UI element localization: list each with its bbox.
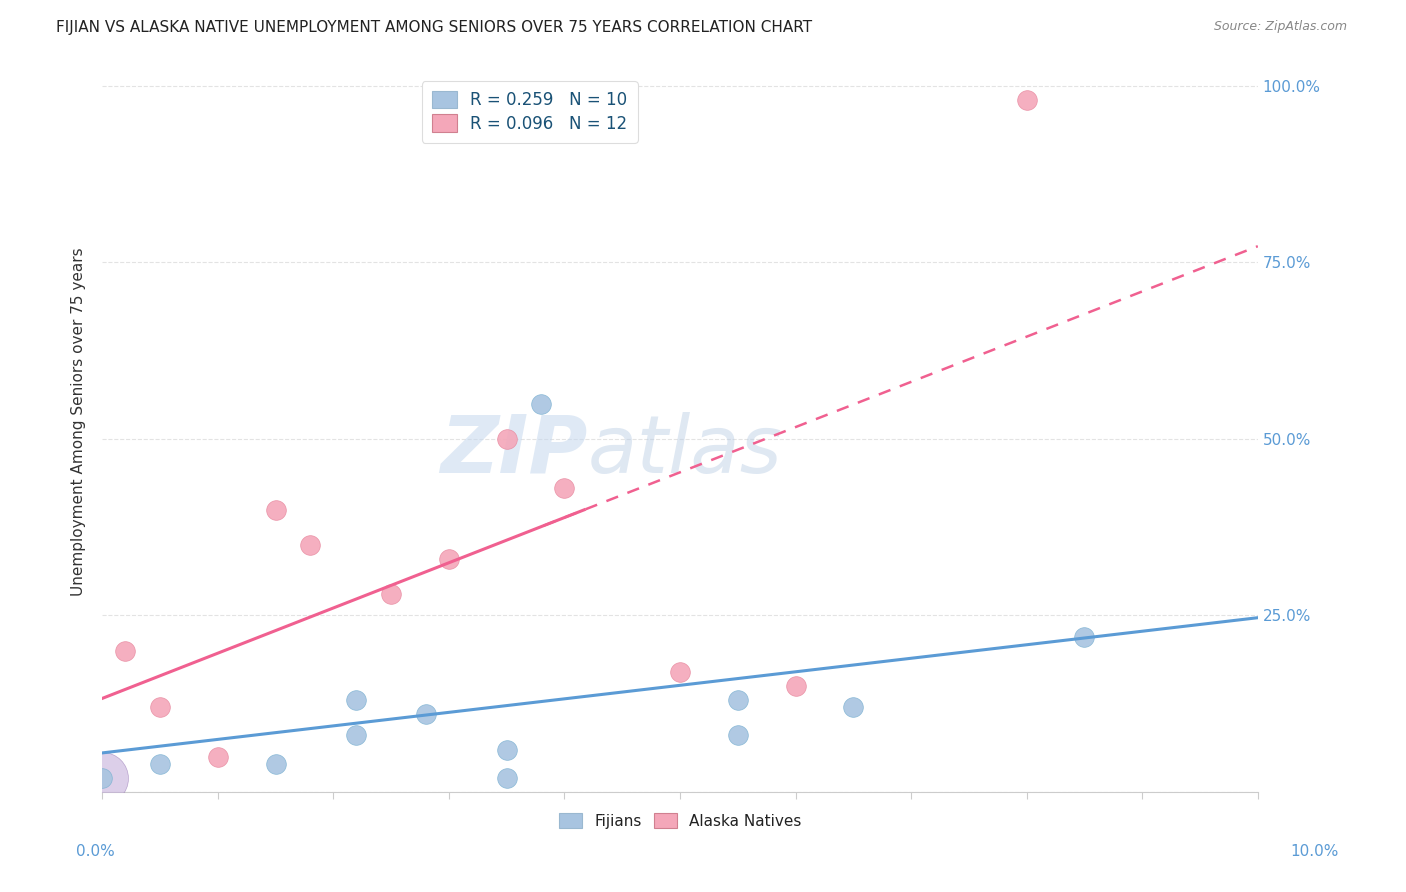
Text: ZIP: ZIP	[440, 412, 588, 490]
Point	[437, 552, 460, 566]
Point	[530, 397, 553, 411]
Point	[114, 644, 136, 658]
Legend: Fijians, Alaska Natives: Fijians, Alaska Natives	[551, 805, 808, 836]
Point	[91, 771, 114, 785]
Point	[207, 749, 229, 764]
Point	[299, 538, 322, 552]
Point	[149, 756, 172, 771]
Point	[785, 679, 807, 693]
Point	[149, 700, 172, 714]
Point	[495, 742, 517, 756]
Point	[264, 756, 287, 771]
Text: Source: ZipAtlas.com: Source: ZipAtlas.com	[1213, 20, 1347, 33]
Point	[1015, 93, 1038, 107]
Text: 10.0%: 10.0%	[1291, 845, 1339, 859]
Text: FIJIAN VS ALASKA NATIVE UNEMPLOYMENT AMONG SENIORS OVER 75 YEARS CORRELATION CHA: FIJIAN VS ALASKA NATIVE UNEMPLOYMENT AMO…	[56, 20, 813, 35]
Point	[727, 693, 749, 707]
Point	[91, 771, 114, 785]
Point	[264, 502, 287, 516]
Y-axis label: Unemployment Among Seniors over 75 years: Unemployment Among Seniors over 75 years	[72, 247, 86, 596]
Point	[415, 707, 437, 722]
Point	[346, 693, 368, 707]
Point	[495, 771, 517, 785]
Point	[346, 729, 368, 743]
Point	[495, 432, 517, 446]
Point	[380, 587, 402, 601]
Point	[842, 700, 865, 714]
Point	[727, 729, 749, 743]
Point	[669, 665, 692, 679]
Point	[553, 482, 575, 496]
Text: atlas: atlas	[588, 412, 782, 490]
Text: 0.0%: 0.0%	[76, 845, 115, 859]
Point	[1073, 630, 1095, 644]
